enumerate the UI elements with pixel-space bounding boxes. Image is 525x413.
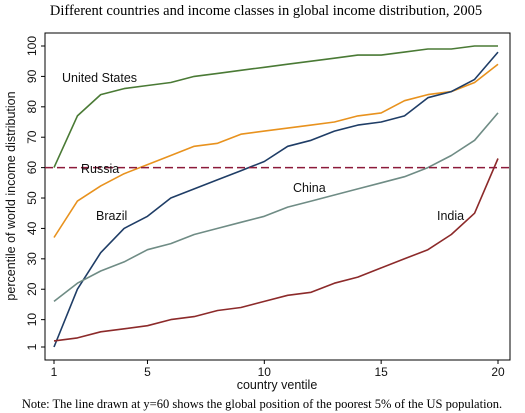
y-tick-label: 40: [25, 221, 39, 235]
series-line-united-states: [53, 45, 498, 168]
series-label-united-states: United States: [62, 71, 137, 85]
chart-note: Note: The line drawn at y=60 shows the g…: [22, 397, 502, 411]
series-line-russia: [53, 63, 499, 238]
series-line-india: [53, 158, 499, 342]
series-label-china: China: [293, 181, 326, 195]
x-tick-label: 20: [491, 365, 505, 379]
x-axis: 1 5 10 15 20: [51, 360, 505, 379]
series-label-russia: Russia: [81, 162, 119, 176]
y-tick-label: 90: [25, 69, 39, 83]
series-label-india: India: [437, 209, 464, 223]
y-tick-label: 20: [25, 282, 39, 296]
chart-title: Different countries and income classes i…: [50, 3, 482, 19]
x-tick-label: 5: [144, 365, 151, 379]
y-axis: 1 10 20 30 40 50 60 70 80 90 100: [25, 36, 45, 350]
x-axis-label: country ventile: [237, 378, 318, 392]
y-tick-label: 100: [25, 36, 39, 56]
y-tick-label: 10: [25, 313, 39, 327]
y-tick-label: 30: [25, 252, 39, 266]
y-tick-label: 1: [25, 343, 39, 350]
x-tick-label: 10: [258, 365, 272, 379]
series-line-china: [53, 112, 499, 303]
y-tick-label: 80: [25, 100, 39, 114]
y-axis-label: percentile of world income distribution: [4, 91, 18, 300]
plot-frame: [44, 32, 511, 361]
x-tick-label: 15: [374, 365, 388, 379]
series-layer: [53, 45, 499, 348]
series-label-brazil: Brazil: [96, 209, 127, 223]
series-line-brazil: [53, 51, 499, 348]
x-tick-label: 1: [51, 365, 58, 379]
series-labels: United States Russia Brazil China India: [62, 71, 464, 223]
y-tick-label: 50: [25, 191, 39, 205]
y-tick-label: 70: [25, 130, 39, 144]
y-tick-label: 60: [25, 161, 39, 175]
